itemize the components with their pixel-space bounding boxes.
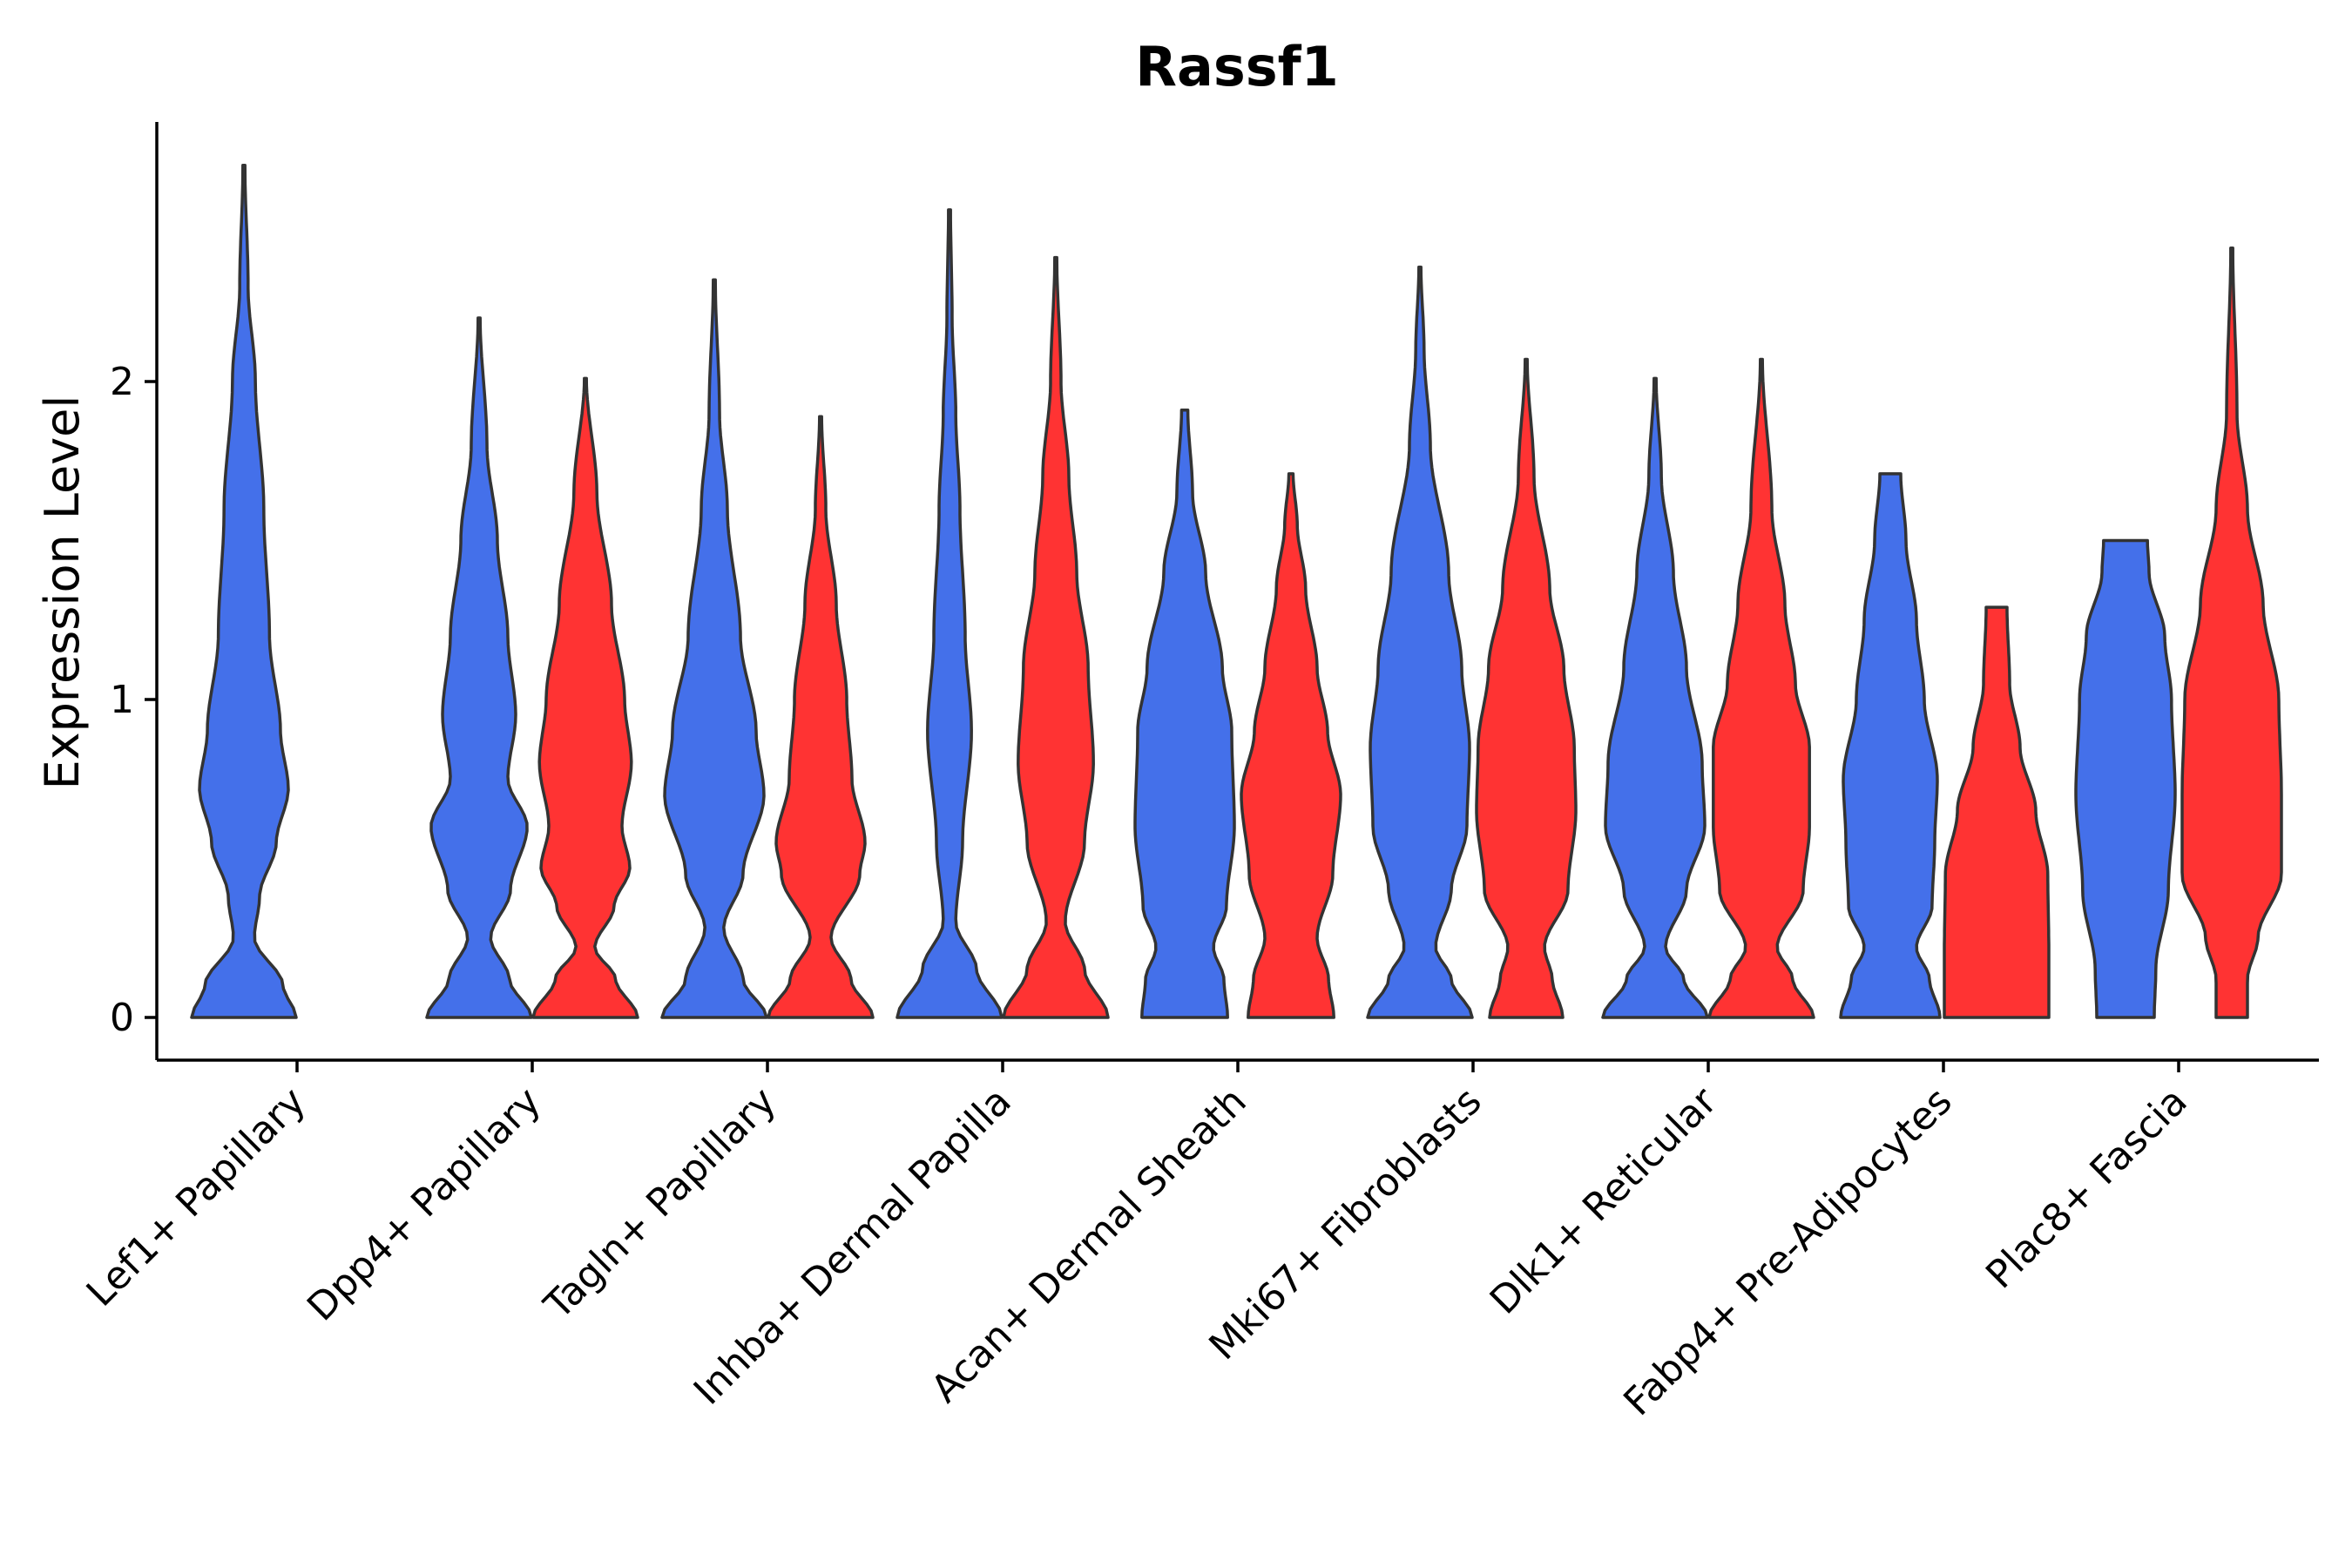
chart-title: Rassf1 bbox=[1135, 35, 1339, 98]
y-tick-label-0: 0 bbox=[110, 996, 134, 1040]
y-axis-label: Expression Level bbox=[35, 395, 90, 790]
violin-blue-1 bbox=[425, 316, 533, 1019]
violin-blue-8 bbox=[2074, 538, 2177, 1019]
x-category-label-5: Mki67+ Fibroblasts bbox=[1200, 1079, 1490, 1369]
violin-blue-2 bbox=[660, 278, 768, 1019]
violin-red-2 bbox=[767, 415, 875, 1019]
violins-layer bbox=[190, 164, 2283, 1019]
x-category-label-6: Dlk1+ Reticular bbox=[1482, 1078, 1727, 1323]
y-tick-label-1: 1 bbox=[110, 678, 134, 722]
y-ticks-layer: 0 1 2 bbox=[110, 360, 157, 1040]
violin-blue-5 bbox=[1366, 265, 1474, 1019]
x-category-label-8: Plac8+ Fascia bbox=[1977, 1079, 2196, 1298]
x-category-label-2: Tagln+ Papillary bbox=[536, 1079, 785, 1328]
violin-red-7 bbox=[1943, 605, 2051, 1019]
x-category-label-0: Lef1+ Papillary bbox=[78, 1079, 314, 1315]
violin-blue-7 bbox=[1839, 472, 1942, 1019]
violin-blue-4 bbox=[1133, 409, 1236, 1019]
violin-red-6 bbox=[1707, 357, 1815, 1019]
violin-blue-3 bbox=[896, 208, 1004, 1019]
violin-red-3 bbox=[1002, 255, 1110, 1019]
x-category-label-1: Dpp4+ Papillary bbox=[299, 1079, 550, 1330]
violin-red-5 bbox=[1475, 357, 1578, 1019]
violin-red-1 bbox=[531, 376, 639, 1019]
violin-red-4 bbox=[1240, 472, 1342, 1019]
violin-blue-0 bbox=[190, 164, 298, 1019]
violin-blue-6 bbox=[1601, 376, 1709, 1019]
y-tick-label-2: 2 bbox=[110, 360, 134, 404]
violin-red-8 bbox=[2180, 246, 2283, 1019]
